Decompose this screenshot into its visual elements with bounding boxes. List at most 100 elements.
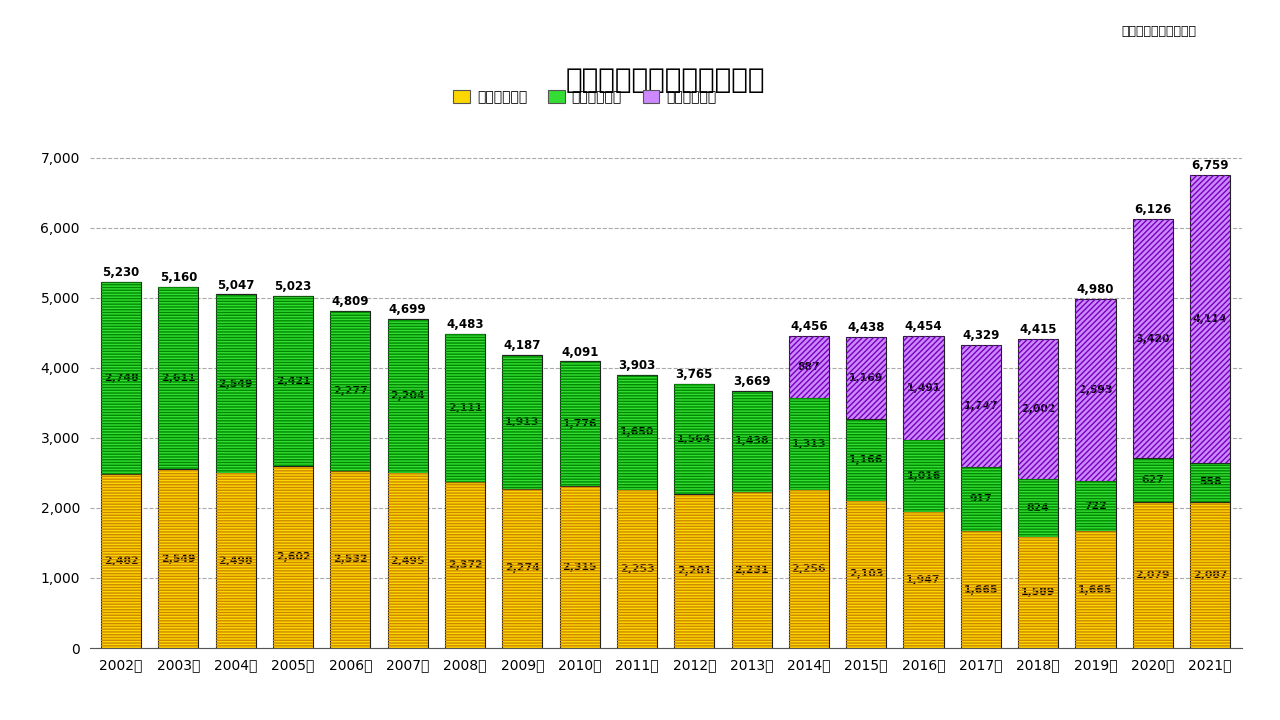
Bar <box>788 398 829 490</box>
Bar <box>273 466 314 648</box>
Bar <box>961 531 1001 648</box>
Bar <box>961 467 1001 531</box>
Bar <box>502 355 543 489</box>
Text: 2,593: 2,593 <box>1078 385 1112 395</box>
Legend: 紙コミックス, 紙コミック誌, 電子コミック: 紙コミックス, 紙コミック誌, 電子コミック <box>448 85 722 110</box>
Bar <box>731 391 772 492</box>
Text: 6,759: 6,759 <box>1192 158 1229 171</box>
Bar <box>1018 338 1059 479</box>
Text: 1,169: 1,169 <box>849 373 883 383</box>
Bar <box>388 319 428 473</box>
Bar <box>846 500 886 648</box>
Text: 5,047: 5,047 <box>218 279 255 292</box>
Bar <box>788 490 829 648</box>
Text: 4,091: 4,091 <box>561 346 598 359</box>
Text: 4,980: 4,980 <box>1076 284 1114 297</box>
Bar <box>559 361 600 486</box>
Text: 4,699: 4,699 <box>389 303 426 316</box>
Bar <box>216 473 256 648</box>
Bar <box>846 337 886 419</box>
Bar <box>1133 219 1172 459</box>
Text: 2,498: 2,498 <box>219 556 253 565</box>
Text: 2,532: 2,532 <box>333 554 367 564</box>
Text: 4,329: 4,329 <box>963 329 1000 342</box>
Text: 2,495: 2,495 <box>390 556 425 566</box>
Text: 2,315: 2,315 <box>562 562 596 572</box>
Bar <box>1075 481 1115 531</box>
Text: 2,611: 2,611 <box>161 373 196 383</box>
Text: 2,277: 2,277 <box>333 386 367 396</box>
Bar <box>445 482 485 648</box>
Text: 4,483: 4,483 <box>447 318 484 331</box>
Bar <box>846 337 886 419</box>
Bar <box>1018 536 1059 648</box>
Bar <box>1133 503 1172 648</box>
Bar <box>388 473 428 648</box>
Bar <box>159 469 198 648</box>
Text: 4,187: 4,187 <box>503 339 541 352</box>
Bar <box>559 361 600 486</box>
Text: 722: 722 <box>1084 501 1107 511</box>
Bar <box>904 441 943 512</box>
Bar <box>1018 536 1059 648</box>
Text: 2,372: 2,372 <box>448 560 483 570</box>
Bar <box>846 419 886 500</box>
Bar <box>675 384 714 494</box>
Bar <box>559 486 600 648</box>
Bar <box>388 319 428 473</box>
Bar <box>675 494 714 648</box>
Text: 4,438: 4,438 <box>847 321 884 334</box>
Bar <box>273 296 314 466</box>
Text: 2,482: 2,482 <box>104 556 138 566</box>
Bar <box>1133 503 1172 648</box>
Text: 4,809: 4,809 <box>332 295 369 308</box>
Text: 1,589: 1,589 <box>1021 588 1055 598</box>
Bar <box>159 287 198 469</box>
Bar <box>1075 299 1115 481</box>
Bar <box>273 466 314 648</box>
Bar <box>846 419 886 500</box>
Text: 3,903: 3,903 <box>618 359 655 372</box>
Text: 5,023: 5,023 <box>274 280 312 293</box>
Text: 2,274: 2,274 <box>504 563 540 573</box>
Text: 2,002: 2,002 <box>1021 404 1056 414</box>
Title: 紙＋電子コミック市場推移: 紙＋電子コミック市場推移 <box>566 66 765 94</box>
Text: 6,126: 6,126 <box>1134 203 1171 216</box>
Bar <box>502 489 543 648</box>
Bar <box>1190 174 1230 463</box>
Bar <box>788 398 829 490</box>
Bar <box>330 471 370 648</box>
Bar <box>788 336 829 398</box>
Bar <box>445 334 485 482</box>
Bar <box>675 494 714 648</box>
Bar <box>502 355 543 489</box>
Bar <box>1075 531 1115 648</box>
Text: 2,602: 2,602 <box>275 552 310 562</box>
Bar <box>788 336 829 398</box>
Bar <box>445 482 485 648</box>
Text: 2,087: 2,087 <box>1193 570 1228 580</box>
Bar <box>559 486 600 648</box>
Bar <box>961 531 1001 648</box>
Bar <box>1018 479 1059 536</box>
Text: 1,564: 1,564 <box>677 434 712 444</box>
Bar <box>502 489 543 648</box>
Bar <box>961 345 1001 467</box>
Text: 4,415: 4,415 <box>1019 323 1057 336</box>
Bar <box>216 294 256 473</box>
Text: 5,230: 5,230 <box>102 266 140 279</box>
Bar <box>731 492 772 648</box>
Text: 1,747: 1,747 <box>964 401 998 411</box>
Text: 3,765: 3,765 <box>676 369 713 382</box>
Bar <box>617 490 657 648</box>
Text: 2,256: 2,256 <box>791 564 826 574</box>
Bar <box>788 490 829 648</box>
Bar <box>330 471 370 648</box>
Bar <box>330 311 370 471</box>
Text: 2,204: 2,204 <box>390 391 425 401</box>
Bar <box>101 474 141 648</box>
Bar <box>961 345 1001 467</box>
Bar <box>904 512 943 648</box>
Text: 2,231: 2,231 <box>735 565 769 575</box>
Bar <box>1190 463 1230 502</box>
